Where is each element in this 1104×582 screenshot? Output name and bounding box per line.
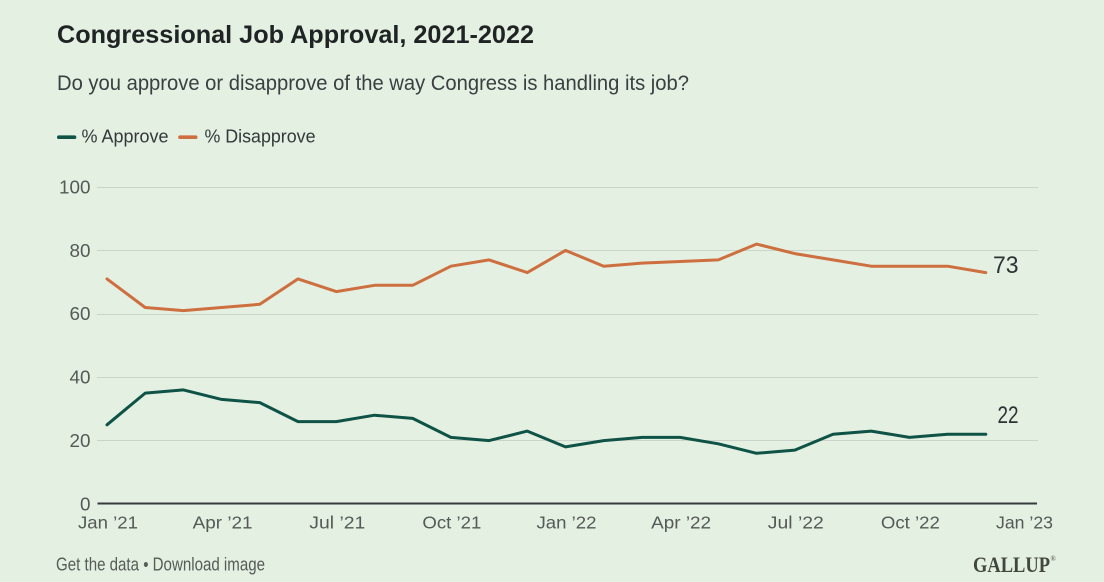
svg-text:Congressional Job Approval, 20: Congressional Job Approval, 2021-2022: [57, 21, 534, 49]
svg-text:Apr ’21: Apr ’21: [193, 513, 253, 533]
svg-text:Oct ’22: Oct ’22: [881, 513, 940, 533]
svg-text:Apr ’22: Apr ’22: [651, 513, 711, 533]
svg-text:60: 60: [70, 304, 91, 324]
svg-text:20: 20: [70, 431, 91, 451]
svg-text:40: 40: [70, 368, 91, 388]
svg-text:Oct ’21: Oct ’21: [422, 513, 481, 533]
svg-text:Do you approve or disapprove o: Do you approve or disapprove of the way …: [57, 71, 689, 95]
svg-text:Jan ’22: Jan ’22: [537, 513, 597, 533]
svg-text:22: 22: [998, 402, 1019, 429]
svg-text:Jul ’21: Jul ’21: [309, 513, 365, 533]
svg-text:100: 100: [59, 177, 91, 197]
svg-text:®: ®: [1051, 555, 1057, 563]
svg-text:Jan ’23: Jan ’23: [996, 513, 1053, 533]
svg-text:Jan ’21: Jan ’21: [78, 513, 138, 533]
svg-text:% Disapprove: % Disapprove: [205, 126, 316, 147]
svg-text:73: 73: [993, 252, 1019, 279]
svg-text:0: 0: [80, 494, 91, 514]
svg-text:80: 80: [70, 241, 91, 261]
svg-text:Get the data • Download image: Get the data • Download image: [56, 554, 265, 574]
svg-text:GALLUP: GALLUP: [973, 552, 1050, 577]
svg-text:Jul ’22: Jul ’22: [768, 513, 824, 533]
svg-text:% Approve: % Approve: [82, 126, 169, 147]
